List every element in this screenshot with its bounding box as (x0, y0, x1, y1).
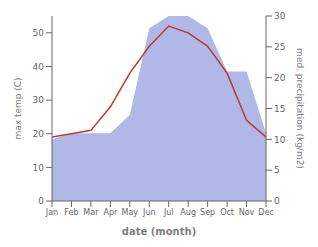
svg-text:20: 20 (274, 73, 286, 83)
svg-text:10: 10 (274, 135, 286, 145)
svg-text:max temp (C): max temp (C) (13, 77, 23, 139)
svg-text:5: 5 (274, 165, 280, 175)
svg-text:date (month): date (month) (122, 226, 196, 237)
svg-text:15: 15 (274, 104, 285, 114)
svg-text:Sep: Sep (200, 208, 215, 217)
svg-text:Dec: Dec (258, 208, 273, 217)
svg-text:0: 0 (274, 196, 280, 206)
svg-text:Aug: Aug (180, 208, 196, 217)
svg-text:Jun: Jun (142, 208, 156, 217)
svg-text:Oct: Oct (220, 208, 234, 217)
svg-text:med. precipitation (kg/m2): med. precipitation (kg/m2) (295, 48, 305, 169)
svg-text:30: 30 (33, 95, 45, 105)
svg-text:Jul: Jul (163, 208, 174, 217)
svg-text:0: 0 (38, 196, 44, 206)
svg-text:Nov: Nov (239, 208, 255, 217)
svg-text:50: 50 (33, 28, 45, 38)
svg-text:May: May (122, 208, 139, 217)
svg-text:Apr: Apr (103, 208, 118, 217)
svg-text:Feb: Feb (64, 208, 78, 217)
svg-text:Jan: Jan (45, 208, 58, 217)
svg-text:25: 25 (274, 42, 285, 52)
svg-text:40: 40 (33, 62, 45, 72)
svg-text:10: 10 (33, 163, 45, 173)
svg-text:Mar: Mar (83, 208, 99, 217)
svg-text:30: 30 (274, 11, 286, 21)
svg-text:20: 20 (33, 129, 45, 139)
